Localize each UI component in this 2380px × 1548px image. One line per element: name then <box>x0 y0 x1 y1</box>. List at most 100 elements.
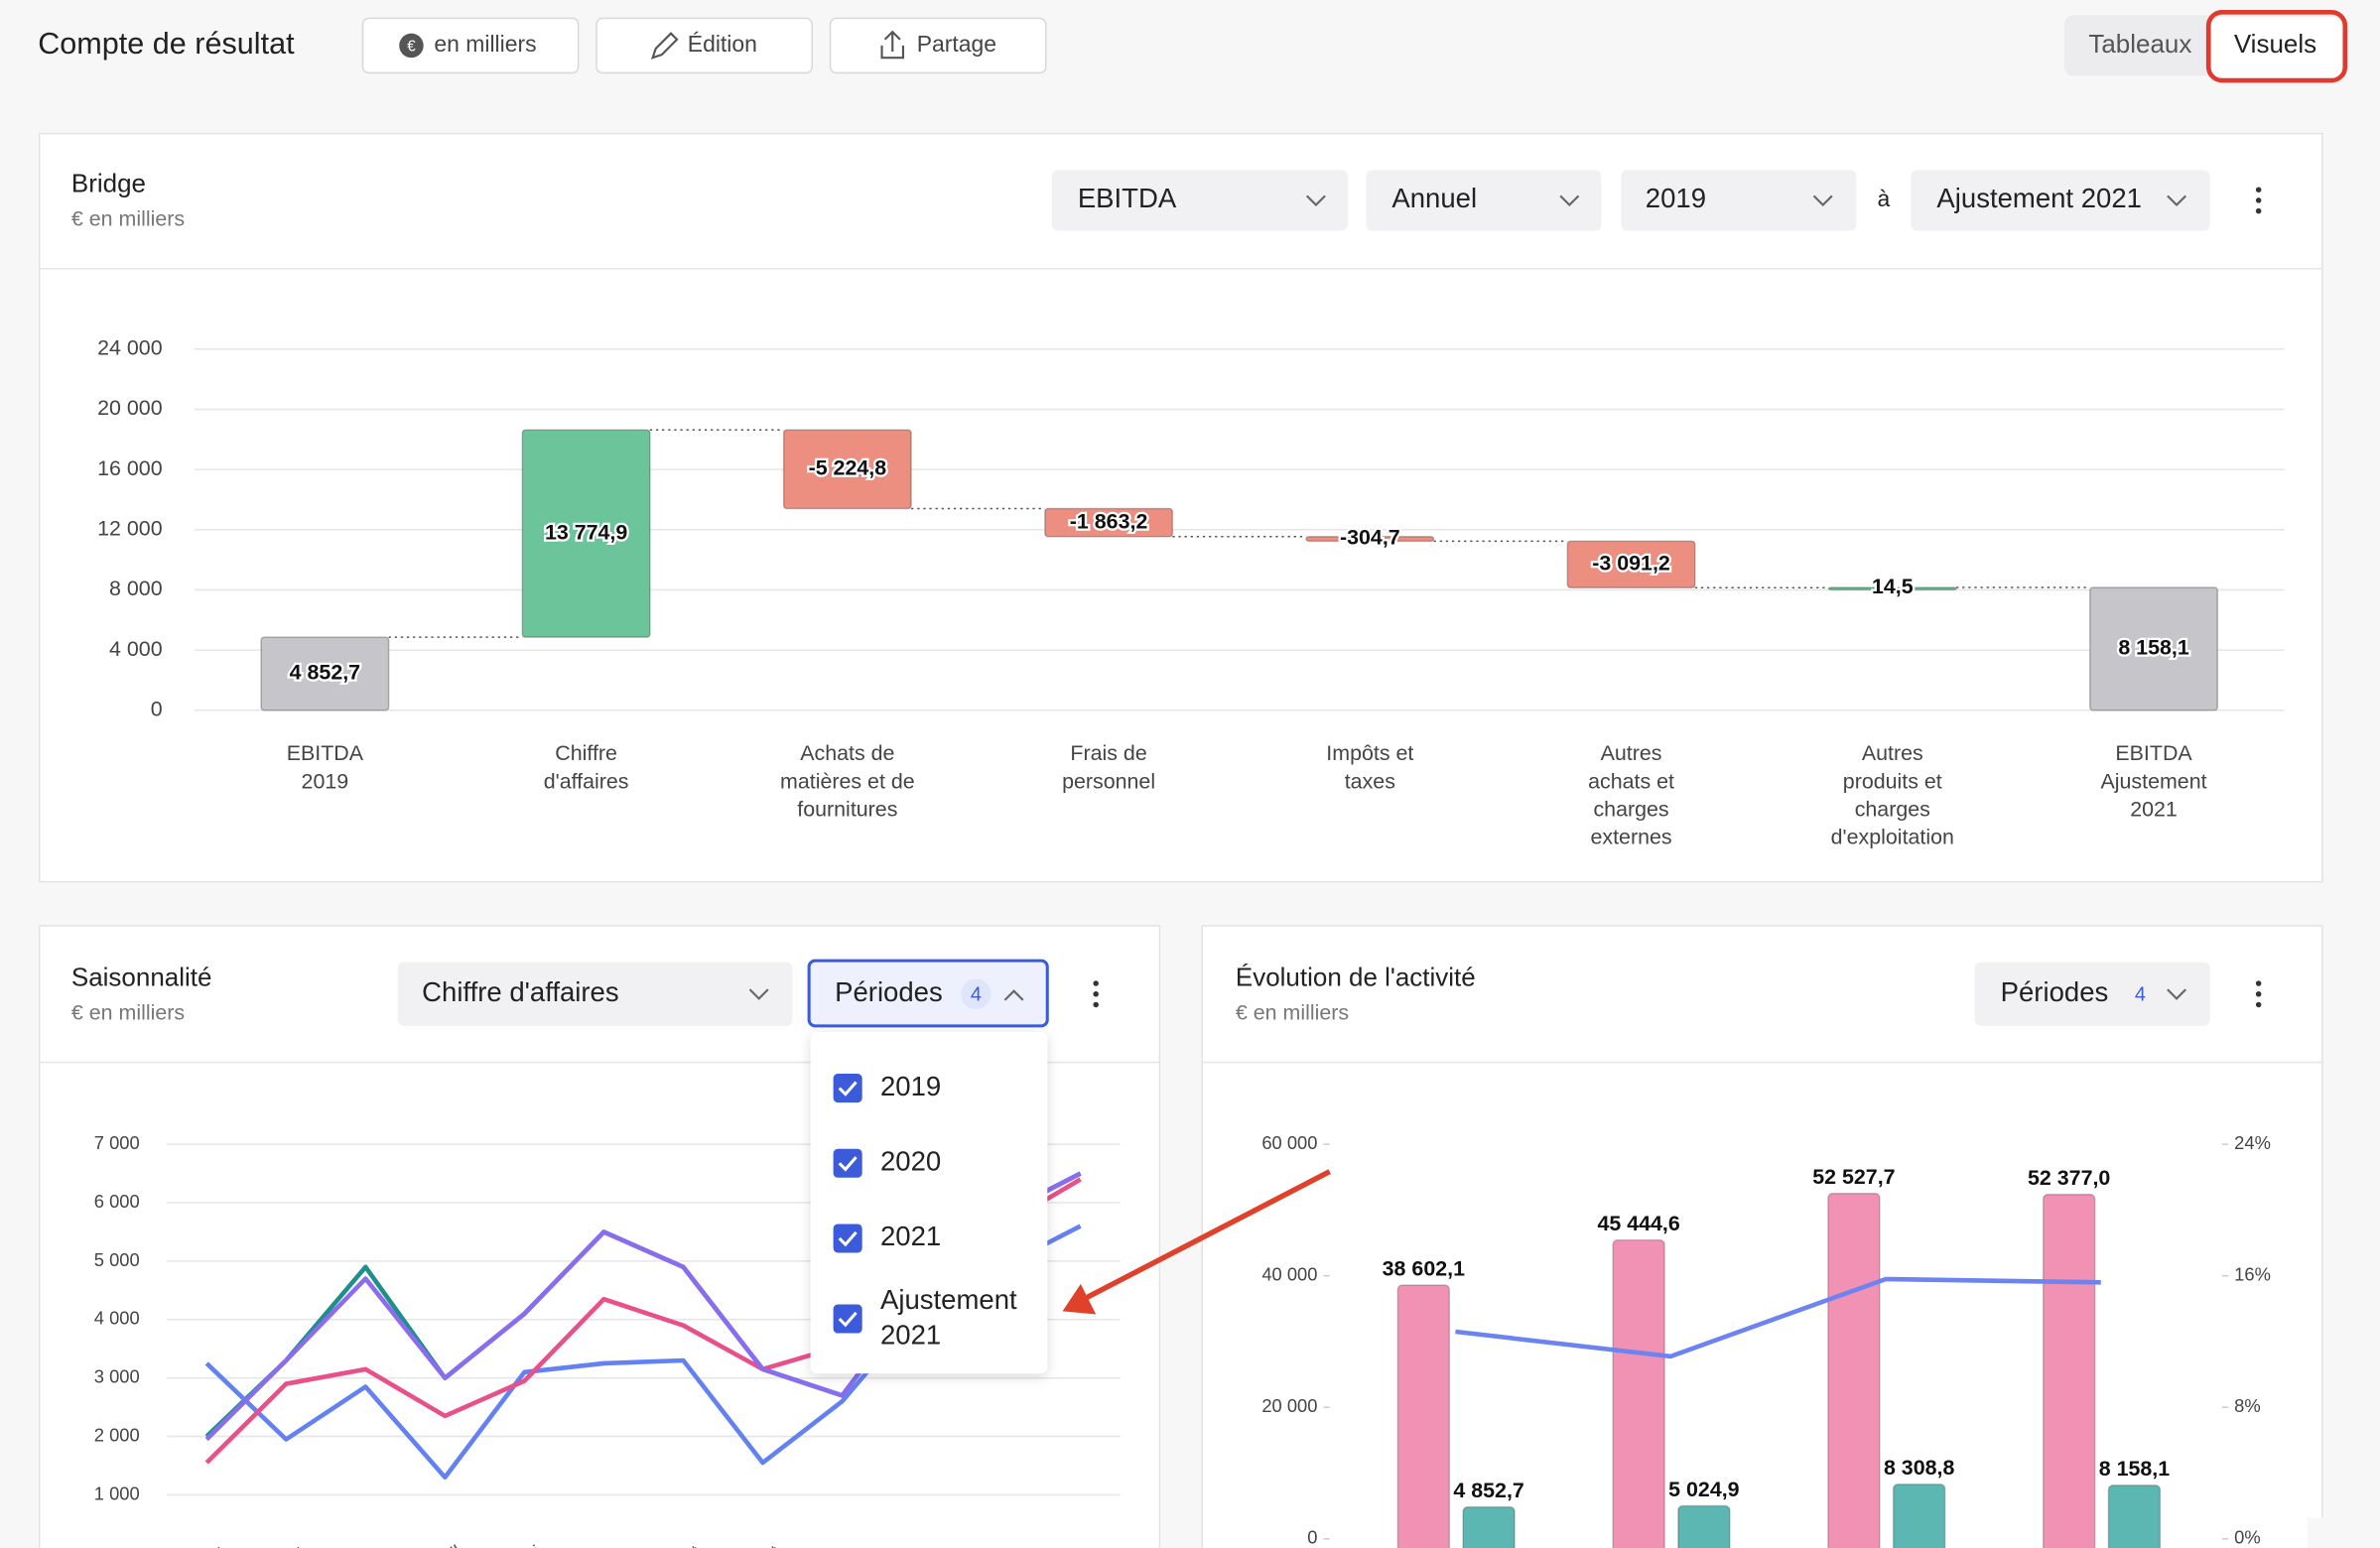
tab[interactable]: Tableaux <box>2088 29 2191 59</box>
checkbox[interactable] <box>833 1224 862 1253</box>
svg-text:€: € <box>407 38 416 55</box>
card-subtitle: € en milliers <box>1236 1000 1349 1024</box>
y-tick-label: 8 000 <box>109 577 163 600</box>
y-tick-label: 1 000 <box>94 1483 140 1503</box>
button-label: en milliers <box>434 31 536 57</box>
checkbox-box <box>833 1148 862 1178</box>
bar <box>260 636 390 711</box>
y2-tick-label: 0% <box>2234 1527 2261 1548</box>
y2-tick-label: 16% <box>2234 1264 2271 1285</box>
card-title: Évolution de l'activité <box>1236 962 1476 991</box>
y-tick-label: 12 000 <box>97 516 163 540</box>
bar <box>1827 1192 1881 1548</box>
value-label: -5 224,8 <box>809 456 887 480</box>
y-tick-label: 0 <box>151 697 163 720</box>
value-label: 13 774,9 <box>545 520 627 544</box>
value-label: 52 527,7 <box>1812 1165 1895 1189</box>
card-subtitle: € en milliers <box>71 1000 185 1024</box>
dropdown[interactable]: EBITDA <box>1051 170 1349 231</box>
periods-dropdown[interactable]: Périodes 4 <box>1974 962 2210 1026</box>
checkbox-label: 2019 <box>880 1071 941 1101</box>
y-tick-label: 60 000 <box>1261 1132 1317 1153</box>
bar <box>1044 507 1174 538</box>
y-tick-label: 2 000 <box>94 1424 140 1445</box>
dropdown[interactable]: 2019 <box>1621 170 1857 231</box>
x-tick-label: Autres achats et charges externes <box>1588 741 1674 848</box>
checkbox-label: 2021 <box>880 1221 941 1251</box>
check-icon <box>838 1311 858 1328</box>
periods-dropdown[interactable]: Périodes 4 <box>807 959 1049 1028</box>
page-title: Compte de résultat <box>38 27 295 61</box>
dropdown-label: Périodes <box>835 976 943 1007</box>
annotation-arrow <box>1062 1169 1331 1315</box>
dropdown-label: Chiffre d'affaires <box>422 976 618 1007</box>
units-button[interactable]: € en milliers <box>361 17 580 74</box>
kebab-menu[interactable] <box>1093 980 1099 1008</box>
y-tick-label: 0 <box>1307 1527 1317 1548</box>
value-label: -1 863,2 <box>1070 509 1148 533</box>
bar <box>1677 1504 1731 1548</box>
card-title: Bridge <box>71 168 146 197</box>
value-label: 52 377,0 <box>2028 1166 2110 1190</box>
value-label: -3 091,2 <box>1592 551 1670 575</box>
y-tick-label: 7 000 <box>94 1132 140 1153</box>
dropdown-label: Périodes <box>2001 976 2109 1007</box>
x-tick-label: EBITDA Ajustement 2021 <box>2100 741 2206 821</box>
bar <box>1305 535 1435 543</box>
y-tick-label: 24 000 <box>97 335 163 359</box>
tab[interactable]: Visuels <box>2234 29 2316 59</box>
corner <box>2307 1517 2380 1548</box>
check-icon <box>838 1156 858 1172</box>
share-button[interactable]: Partage <box>829 17 1047 74</box>
y2-tick-label: 8% <box>2234 1395 2261 1416</box>
dropdown[interactable]: Annuel <box>1366 170 1602 231</box>
y-tick-label: 4 000 <box>94 1308 140 1329</box>
value-label: 8 158,1 <box>2099 1457 2171 1481</box>
dropdown-label: Ajustement 2021 <box>1936 183 2142 213</box>
x-tick-label: Frais de personnel <box>1062 741 1155 793</box>
kebab-menu[interactable] <box>2255 980 2262 1008</box>
card-title: Saisonnalité <box>71 962 212 991</box>
y-tick-label: 3 000 <box>94 1366 140 1387</box>
value-label: 8 308,8 <box>1884 1456 1955 1480</box>
bar <box>2107 1484 2162 1548</box>
count-badge: 4 <box>2135 984 2146 1006</box>
kebab-menu[interactable] <box>2255 187 2262 214</box>
dropdown-label: EBITDA <box>1078 183 1177 213</box>
value-label: 45 444,6 <box>1597 1212 1679 1235</box>
active-tab[interactable] <box>2211 16 2342 78</box>
x-tick-label: Autres produits et charges d'exploitation <box>1831 741 1954 848</box>
checkbox-label: 2020 <box>880 1146 941 1177</box>
button-label: Partage <box>917 31 996 57</box>
checkbox[interactable] <box>833 1148 862 1178</box>
dropdown[interactable]: Ajustement 2021 <box>1911 170 2210 231</box>
value-label: 4 852,7 <box>290 661 360 685</box>
bar <box>1827 586 1957 591</box>
evolution-card <box>1201 925 2323 1548</box>
value-label: 4 852,7 <box>1453 1479 1523 1502</box>
y-tick-label: 4 000 <box>109 637 163 661</box>
bar <box>1462 1505 1516 1548</box>
bar <box>1612 1238 1665 1548</box>
dropdown[interactable]: Chiffre d'affaires <box>397 962 793 1026</box>
check-icon <box>838 1230 858 1247</box>
value-label: -304,7 <box>1340 526 1400 550</box>
checkbox[interactable] <box>833 1074 862 1103</box>
checkbox[interactable] <box>833 1304 862 1334</box>
checkbox-label: Ajustement 2021 <box>880 1284 1017 1350</box>
bridge-card <box>38 132 2323 883</box>
edit-button[interactable]: Édition <box>595 17 813 74</box>
y-tick-label: 40 000 <box>1261 1264 1317 1285</box>
bridge-chart: 0 4 000 8 000 12 000 16 000 20 000 24 000 4 852… <box>97 335 2285 848</box>
checkbox-box <box>833 1304 862 1334</box>
value-label: 14,5 <box>1872 575 1914 598</box>
bar <box>782 429 912 510</box>
y-tick-label: 20 000 <box>1261 1395 1317 1416</box>
value-label: 8 158,1 <box>2118 636 2189 660</box>
checkbox-box <box>833 1224 862 1253</box>
periods-menu: 2019 2020 2021 Ajustement 2021 <box>810 1031 1048 1374</box>
check-icon <box>838 1081 858 1096</box>
x-tick-label: Impôts et taxes <box>1326 741 1413 793</box>
dropdown-label: 2019 <box>1646 183 1706 213</box>
